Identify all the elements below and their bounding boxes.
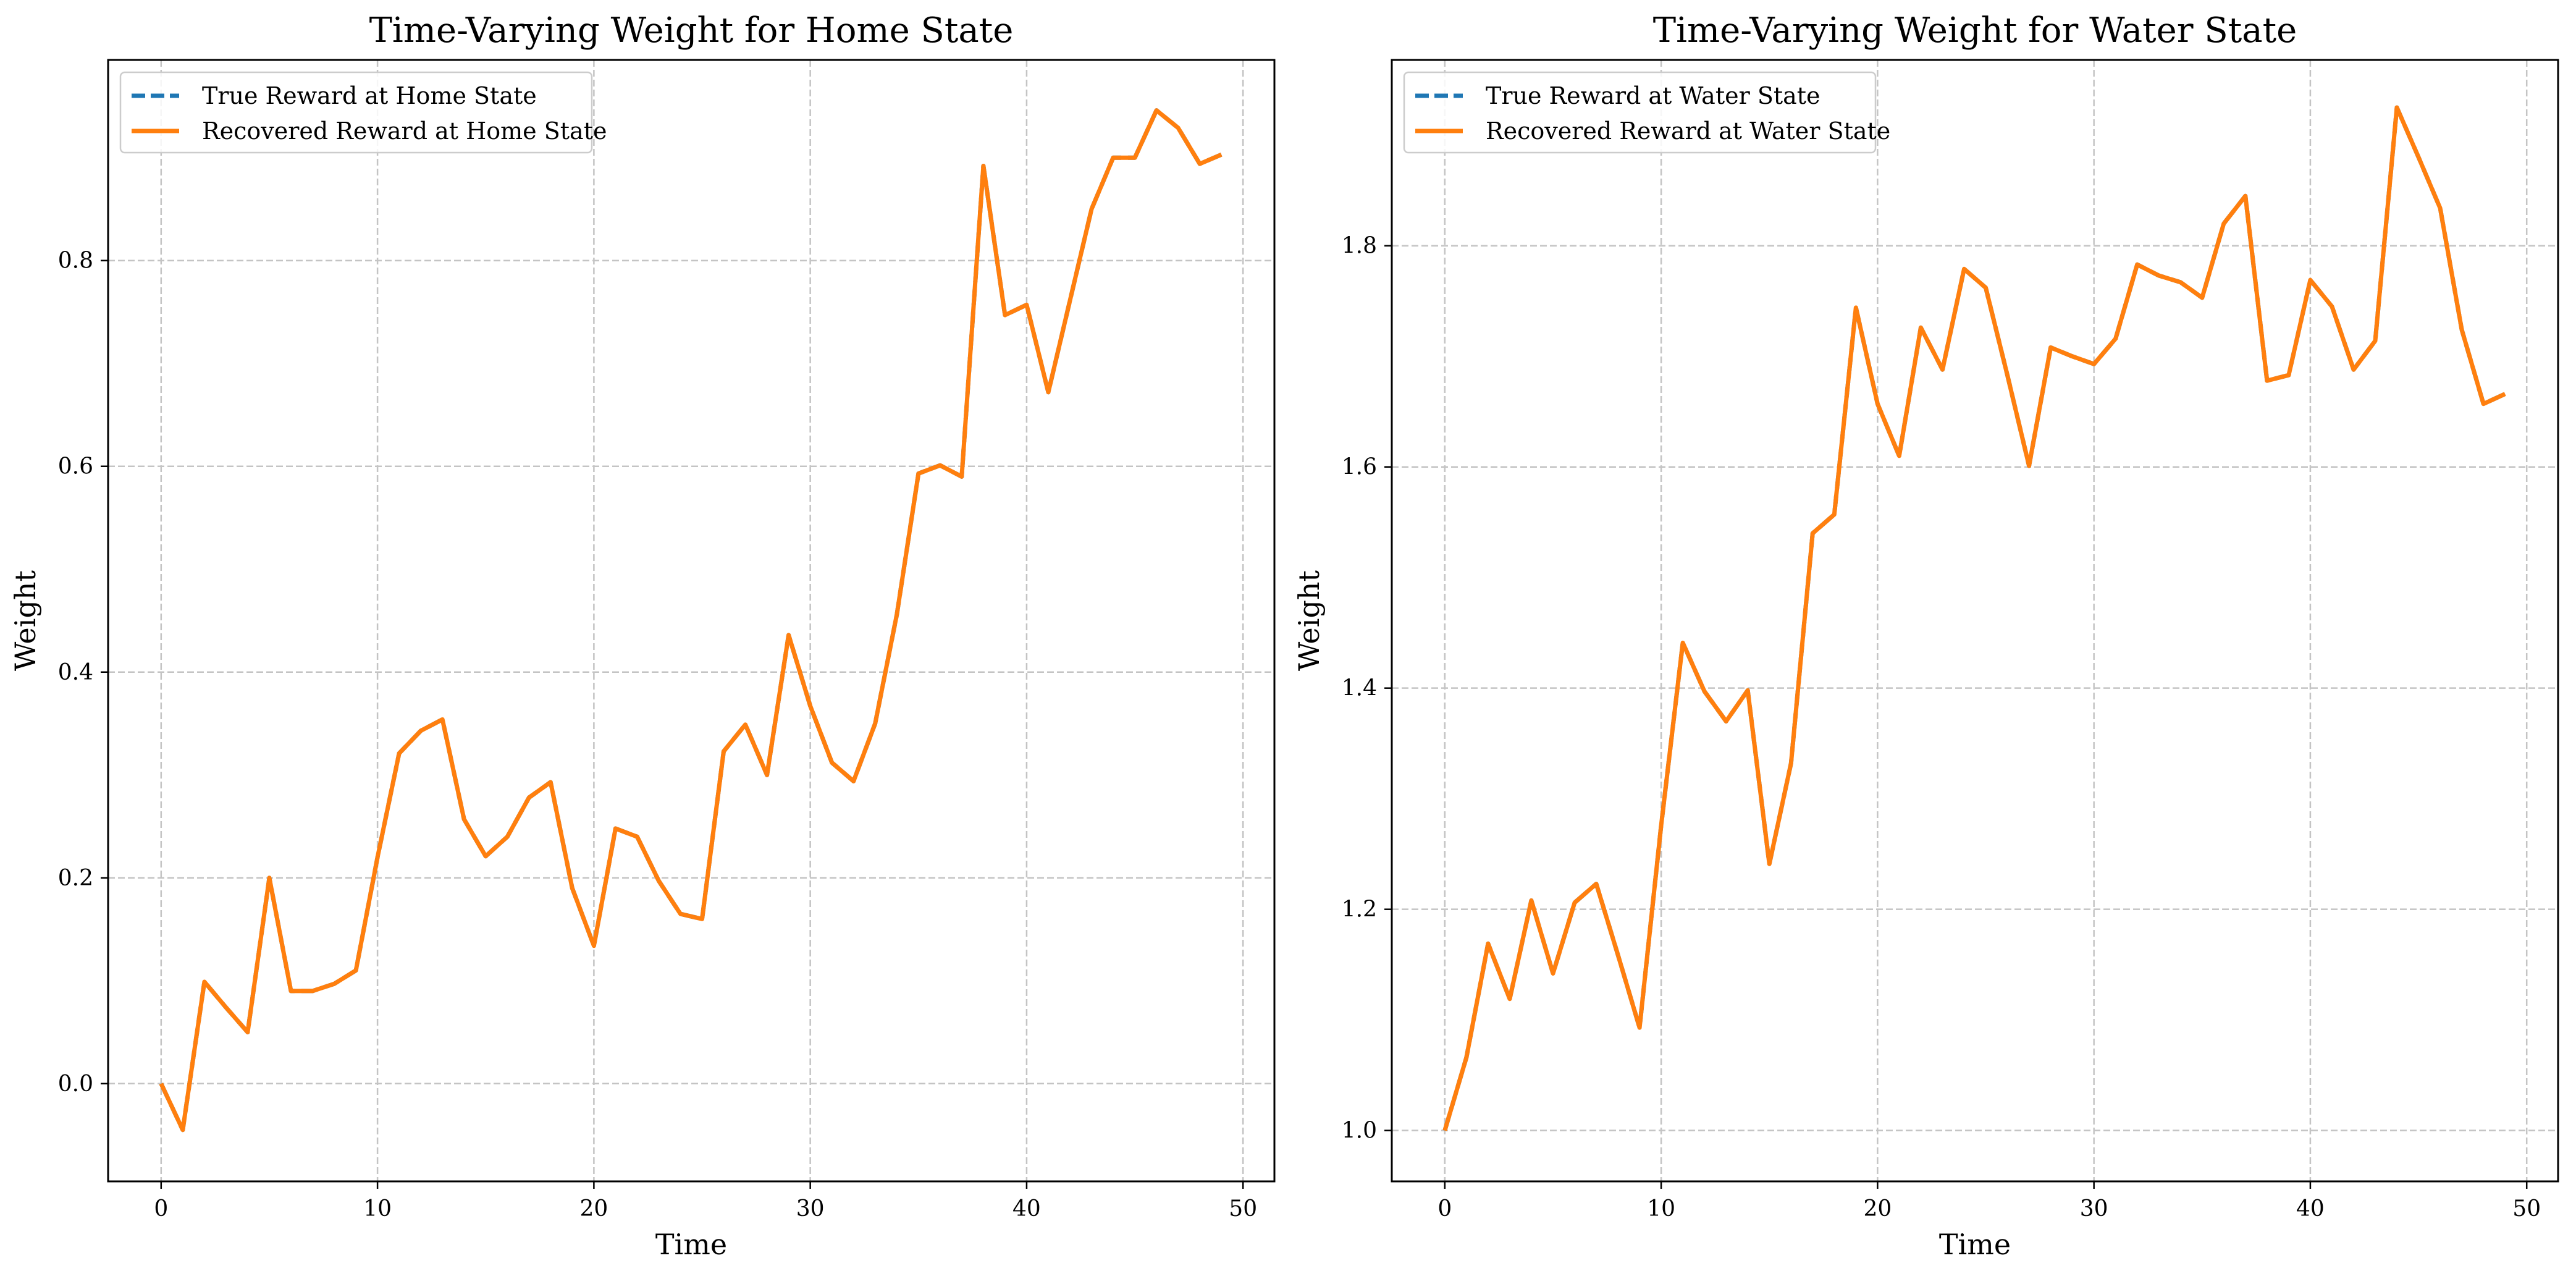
x-tick-label: 40 — [1012, 1196, 1041, 1222]
x-tick-label: 40 — [2296, 1196, 2325, 1222]
x-tick-label: 20 — [579, 1196, 608, 1222]
chart-panel-2: 0 10 20 30 40 50 1.0 1.2 1.4 1.6 1.8 Time-Varying W… — [1292, 11, 2559, 1261]
chart-title: Time-Varying Weight for Home State — [369, 11, 1014, 51]
series-line-2 — [1442, 105, 2506, 1131]
legend-label: True Reward at Water State — [1486, 82, 1820, 109]
y-tick-label: 1.8 — [1342, 234, 1377, 259]
x-tick-label: 0 — [154, 1196, 168, 1222]
y-tick-label: 0.2 — [58, 866, 93, 891]
x-tick-label: 30 — [2080, 1196, 2108, 1222]
x-tick-label: 0 — [1437, 1196, 1452, 1222]
y-axis-title: Weight — [1292, 570, 1326, 671]
x-tick-label: 20 — [1863, 1196, 1892, 1222]
x-axis-title: Time — [655, 1228, 727, 1261]
y-tick-label: 1.6 — [1342, 455, 1377, 480]
series-line-2 — [159, 108, 1223, 1133]
y-tick-label: 1.4 — [1342, 676, 1377, 701]
chart-panel-1: 0 10 20 30 40 50 0.0 0.2 0.4 0.6 0.8 Time-Varying W… — [9, 11, 1276, 1261]
legend-label: Recovered Reward at Home State — [202, 117, 607, 145]
x-tick-label: 50 — [1229, 1196, 1257, 1222]
legend: True Reward at Home State Recovered Rewar… — [119, 71, 607, 154]
plot-frame — [1391, 59, 2559, 1183]
x-tick-label: 30 — [796, 1196, 825, 1222]
x-tick-label: 10 — [363, 1196, 392, 1222]
legend-box — [119, 71, 593, 154]
plot-frame — [107, 59, 1276, 1183]
legend-label: Recovered Reward at Water State — [1486, 117, 1890, 145]
x-tick-label: 50 — [2512, 1196, 2541, 1222]
legend: True Reward at Water State Recovered Rewa… — [1403, 71, 1890, 154]
y-tick-label: 0.4 — [58, 660, 93, 685]
legend-label: True Reward at Home State — [202, 82, 537, 109]
y-tick-label: 0.6 — [58, 454, 93, 479]
y-tick-label: 1.0 — [1342, 1118, 1377, 1144]
legend-box — [1403, 71, 1877, 154]
chart-title: Time-Varying Weight for Water State — [1653, 11, 2297, 51]
y-tick-label: 0.8 — [58, 248, 93, 274]
y-axis-title: Weight — [9, 570, 42, 671]
y-tick-label: 1.2 — [1342, 897, 1377, 922]
x-tick-label: 10 — [1647, 1196, 1675, 1222]
y-tick-label: 0.0 — [58, 1071, 93, 1097]
x-axis-title: Time — [1939, 1228, 2011, 1261]
